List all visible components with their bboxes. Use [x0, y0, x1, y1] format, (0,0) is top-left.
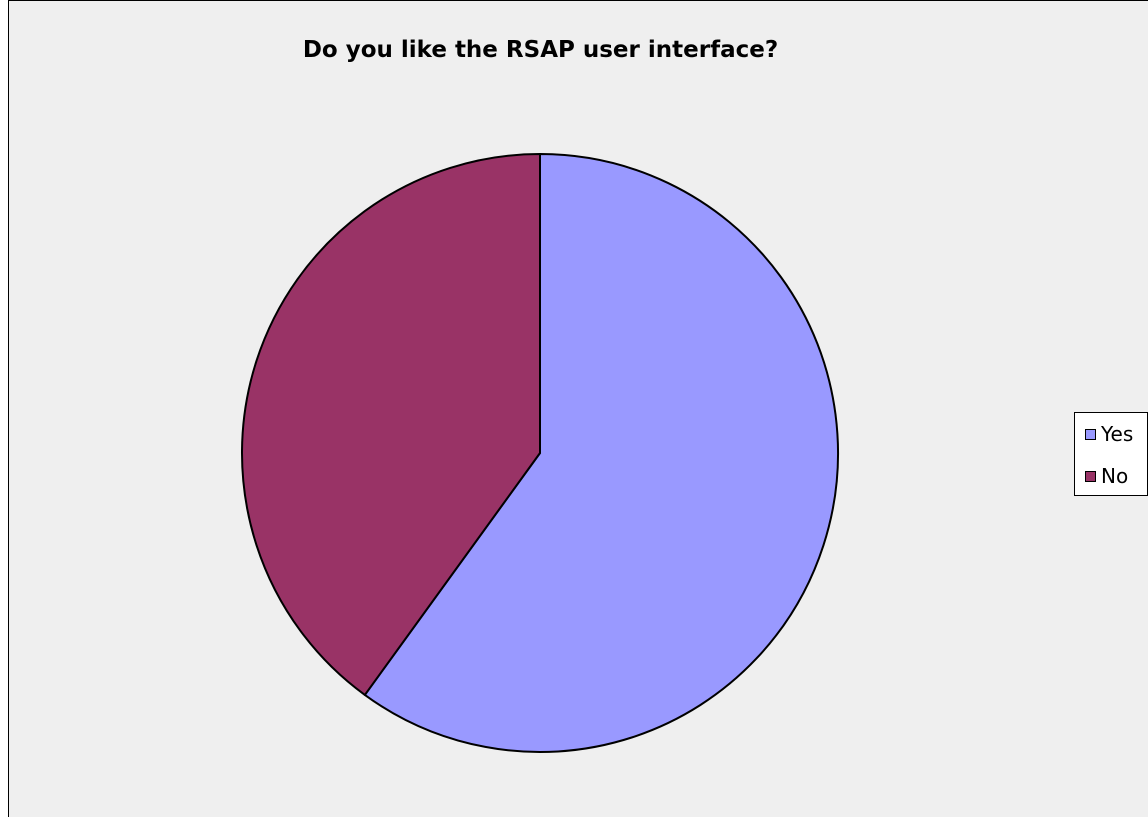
pie-chart: [241, 153, 839, 753]
legend-label-no: No: [1101, 464, 1129, 488]
legend-item-yes: Yes: [1085, 422, 1133, 446]
pie-slice-yes: [363, 153, 839, 753]
legend-swatch-no: [1085, 470, 1096, 482]
chart-area: Do you like the RSAP user interface? Yes…: [8, 0, 1148, 817]
legend-label-yes: Yes: [1101, 422, 1134, 446]
legend: Yes No: [1074, 412, 1148, 496]
legend-swatch-yes: [1085, 428, 1096, 440]
chart-title: Do you like the RSAP user interface?: [302, 37, 779, 63]
legend-item-no: No: [1085, 464, 1128, 488]
pie-slice-no: [241, 153, 541, 696]
